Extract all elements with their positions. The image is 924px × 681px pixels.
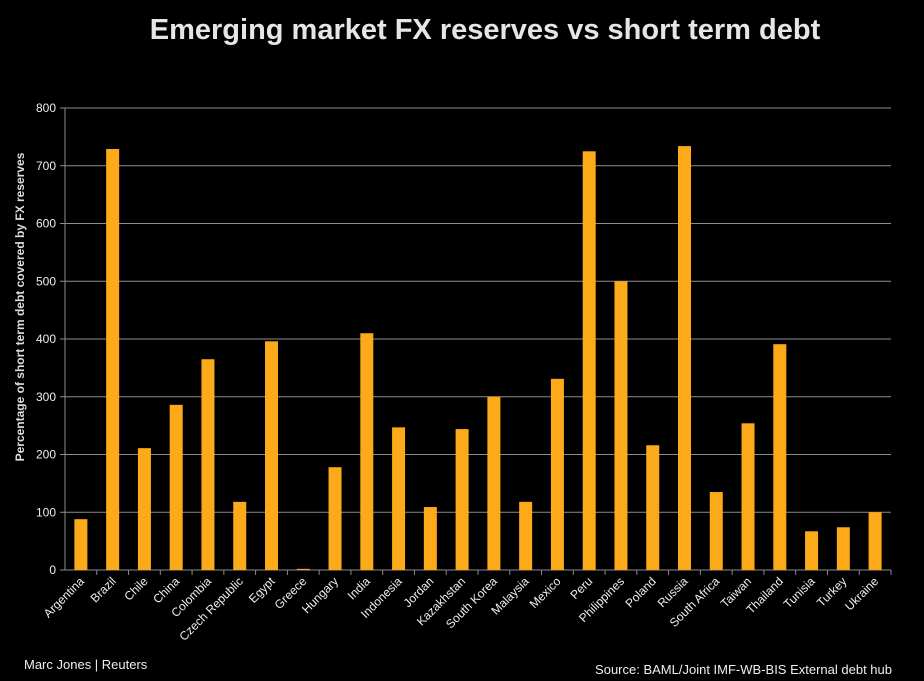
bar-czech-republic	[233, 501, 247, 570]
bar-ukraine	[868, 512, 882, 570]
bar-philippines	[614, 281, 628, 570]
bar-china	[169, 404, 183, 570]
x-tick-label: Brazil	[88, 574, 119, 605]
y-tick-label: 100	[36, 505, 56, 519]
bar-brazil	[106, 149, 120, 570]
y-tick-label: 600	[36, 217, 56, 231]
bar-taiwan	[741, 423, 755, 570]
source-text: Source: BAML/Joint IMF-WB-BIS External d…	[595, 662, 892, 677]
bar-greece	[296, 568, 310, 570]
x-tick-label: Peru	[567, 574, 595, 602]
bar-colombia	[201, 359, 215, 570]
bar-turkey	[836, 527, 850, 570]
bar-jordan	[423, 507, 437, 570]
bar-poland	[646, 445, 660, 570]
bar-argentina	[74, 519, 88, 570]
bar-malaysia	[519, 501, 533, 570]
y-tick-label: 500	[36, 274, 56, 288]
x-tick-label: Mexico	[527, 574, 564, 611]
bar-hungary	[328, 467, 342, 570]
chart-title: Emerging market FX reserves vs short ter…	[149, 14, 821, 46]
bar-thailand	[773, 344, 787, 570]
bar-tunisia	[805, 531, 819, 570]
y-tick-label: 400	[36, 332, 56, 346]
x-tick-label: Ukraine	[842, 574, 881, 613]
x-tick-label: Poland	[623, 574, 659, 610]
bar-india	[360, 333, 374, 570]
y-tick-label: 300	[36, 390, 56, 404]
y-tick-label: 700	[36, 159, 56, 173]
bar-south-africa	[709, 492, 723, 570]
bar-peru	[582, 151, 596, 570]
x-tick-label: Chile	[121, 574, 150, 603]
x-tick-label: Argentina	[41, 574, 87, 620]
y-tick-label: 0	[49, 563, 56, 577]
bar-russia	[678, 146, 691, 571]
x-tick-label: Tunisia	[781, 574, 818, 611]
bar-egypt	[265, 341, 278, 570]
bar-chile	[137, 448, 151, 570]
y-tick-label: 200	[36, 448, 56, 462]
bar-south-korea	[487, 396, 501, 570]
bar-indonesia	[392, 427, 406, 570]
credit-text: Marc Jones | Reuters	[24, 657, 148, 672]
bar-kazakhstan	[455, 429, 469, 570]
y-tick-label: 800	[36, 101, 56, 115]
x-tick-label: India	[345, 574, 374, 603]
bar-mexico	[550, 378, 564, 570]
